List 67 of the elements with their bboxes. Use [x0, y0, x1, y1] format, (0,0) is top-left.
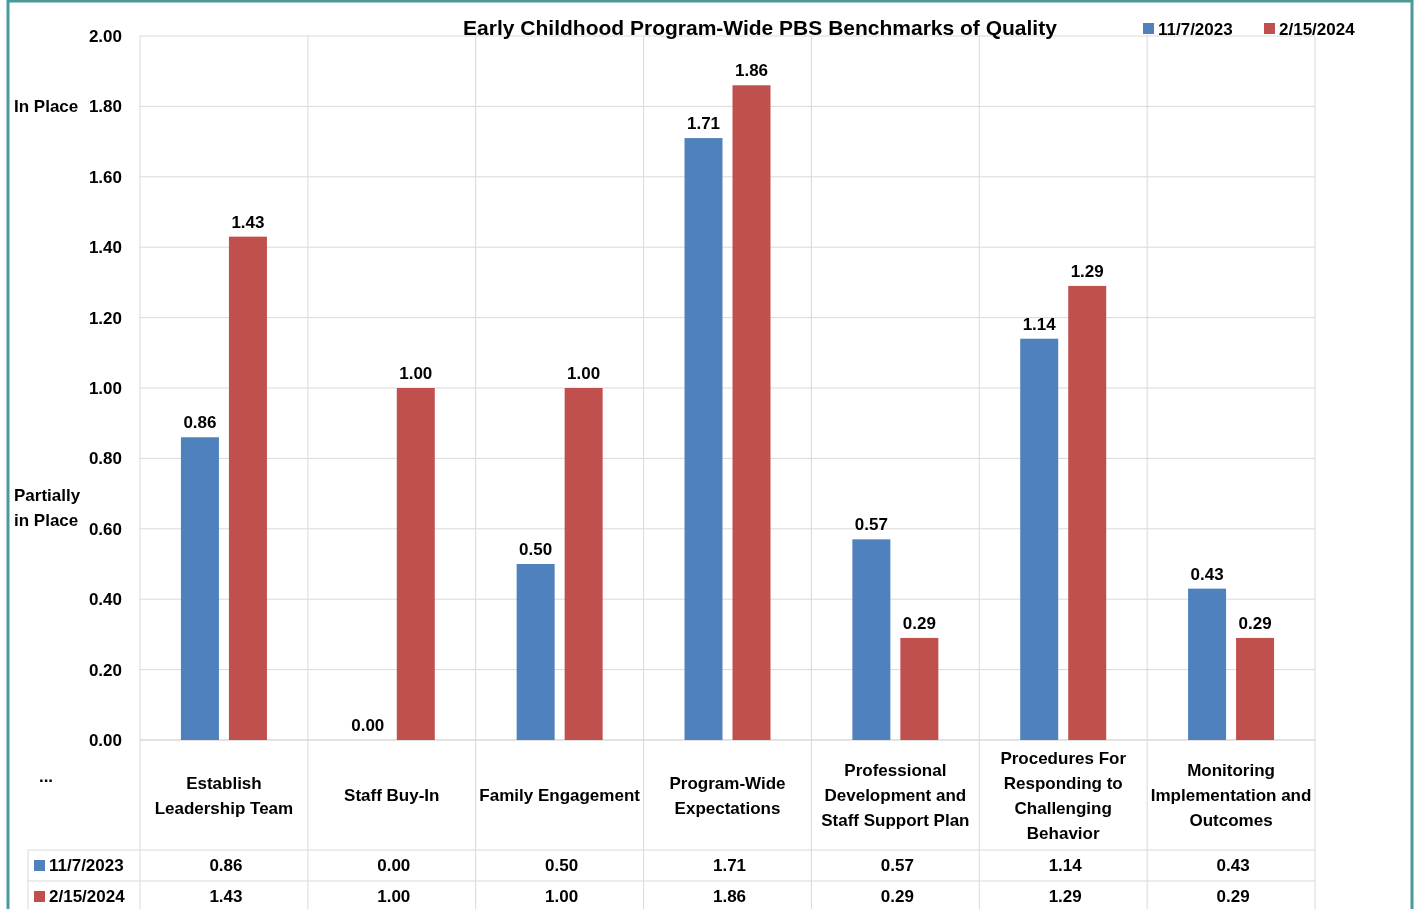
- x-tick-label: Program-Wide Expectations: [669, 773, 786, 818]
- data-label: 1.14: [1048, 856, 1083, 875]
- text: 2/15/2024: [49, 887, 125, 906]
- data-label: 1.86: [712, 887, 747, 906]
- x-tick-label: Procedures For Responding to Challenging Behavior: [1000, 748, 1127, 843]
- data-label: 0.43: [1216, 856, 1250, 875]
- legend-label: 11/7/2023: [1158, 20, 1233, 39]
- text: 0.57: [854, 515, 888, 535]
- text: In Place: [14, 97, 79, 117]
- bar: [852, 539, 891, 740]
- legend-label: 2/15/2024: [1279, 20, 1356, 39]
- x-tick-label: Family Engagement: [479, 786, 641, 805]
- x-tick-label: Staff Buy-In: [344, 786, 440, 805]
- text: ...: [38, 767, 54, 786]
- x-tick-label: Monitoring Implementation and Outcomes: [1150, 761, 1312, 830]
- text: 0.86: [183, 413, 217, 433]
- x-tick-label: Professional Development and Staff Support Plan: [821, 761, 970, 830]
- data-label: 0.86: [209, 856, 243, 875]
- text: 11/7/2023: [49, 856, 124, 875]
- y-tick-label: 0.20: [88, 660, 122, 680]
- y-tick-label: 0.40: [88, 590, 122, 610]
- data-label: 0.29: [1216, 887, 1250, 906]
- bar: [732, 85, 771, 740]
- bar: [516, 564, 555, 740]
- y-tick-label: 0.60: [88, 519, 122, 539]
- text: 0.29: [902, 613, 936, 633]
- text: 1.00: [567, 364, 601, 383]
- y-tick-label: 1.20: [88, 308, 122, 328]
- y-tick-label: 2.00: [88, 27, 122, 46]
- bar: [396, 388, 435, 740]
- text: 1.14: [1022, 314, 1056, 334]
- data-label: 1.43: [209, 887, 243, 906]
- text: 1.71: [686, 114, 721, 134]
- x-tick-label: Establish Leadership Team: [154, 773, 294, 818]
- y-tick-label: 0.00: [88, 731, 122, 750]
- y-tick-label: 1.40: [88, 238, 122, 258]
- text: 0.43: [1190, 564, 1224, 584]
- data-label: 0.50: [545, 856, 579, 875]
- data-label: 1.00: [377, 887, 411, 906]
- data-label: 0.57: [880, 856, 914, 875]
- bar: [180, 437, 219, 740]
- y-tick-label: 0.80: [88, 449, 122, 469]
- data-label: 0.00: [377, 856, 411, 875]
- bar: [1020, 338, 1059, 740]
- text: 0.29: [1238, 613, 1272, 633]
- bar: [1236, 637, 1275, 740]
- bar: [684, 138, 723, 740]
- data-label: 1.71: [712, 856, 747, 875]
- text: 1.86: [734, 61, 769, 81]
- text: 0.00: [351, 716, 385, 735]
- bar: [1188, 588, 1227, 740]
- y-tick-label: 1.00: [88, 379, 122, 398]
- text: 1.29: [1070, 261, 1104, 281]
- bar: [564, 388, 603, 740]
- data-label: 1.00: [545, 887, 579, 906]
- text: 0.50: [519, 540, 553, 559]
- bar: [900, 637, 939, 740]
- data-label: 1.29: [1048, 887, 1082, 906]
- text: 1.43: [231, 212, 265, 232]
- y-tick-label: 1.60: [88, 167, 122, 187]
- bar: [228, 236, 267, 740]
- y-tick-label: 1.80: [88, 97, 122, 117]
- text: 1.00: [399, 364, 433, 383]
- bar: [1068, 285, 1107, 740]
- data-label: 0.29: [880, 887, 914, 906]
- chart-title: Early Childhood Program-Wide PBS Benchmarks of Quality: [463, 16, 1058, 39]
- text: Partially in Place: [14, 486, 81, 531]
